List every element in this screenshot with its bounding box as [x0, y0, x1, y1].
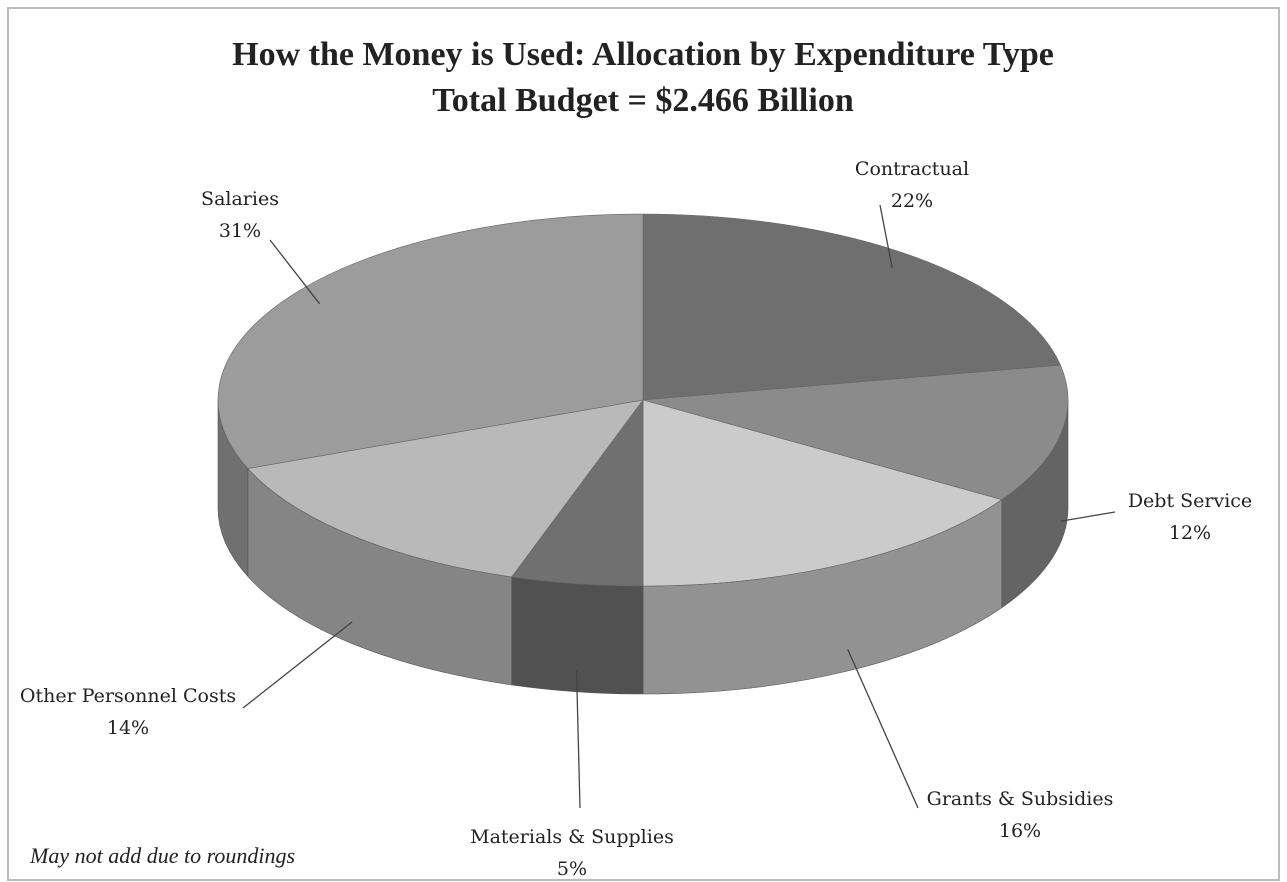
label-name: Other Personnel Costs	[20, 685, 236, 707]
label-value: 5%	[557, 858, 587, 880]
side-walls	[217, 399, 1069, 695]
leader-line	[847, 649, 919, 809]
label-name: Materials & Supplies	[470, 826, 674, 848]
slice	[217, 213, 644, 469]
slice	[642, 399, 1003, 587]
slice	[247, 399, 644, 578]
leader-line	[575, 670, 581, 809]
labels: Contractual 22% Debt Service 12% Grants & Su…	[20, 158, 1252, 880]
label-value: 12%	[1169, 522, 1211, 544]
note: May not add due to roundings	[29, 843, 295, 868]
leader-line	[242, 621, 353, 709]
slice-side	[511, 576, 644, 695]
slice	[642, 364, 1069, 500]
label-name: Salaries	[201, 188, 279, 210]
label-name: Debt Service	[1128, 490, 1252, 512]
leader-line	[1060, 511, 1116, 522]
slice-tops	[217, 213, 1069, 587]
label-name: Contractual	[855, 158, 969, 180]
chart-subtitle: Total Budget = $2.466 Billion	[432, 82, 854, 119]
chart-title: How the Money is Used: Allocation by Exp…	[232, 36, 1054, 73]
label-value: 22%	[891, 190, 933, 212]
leader-line	[269, 239, 321, 305]
label-value: 16%	[999, 820, 1041, 842]
leader-line	[879, 204, 893, 269]
slice	[642, 213, 1061, 401]
label-value: 31%	[219, 220, 261, 242]
label-value: 14%	[107, 717, 149, 739]
label-name: Grants & Subsidies	[927, 788, 1114, 810]
